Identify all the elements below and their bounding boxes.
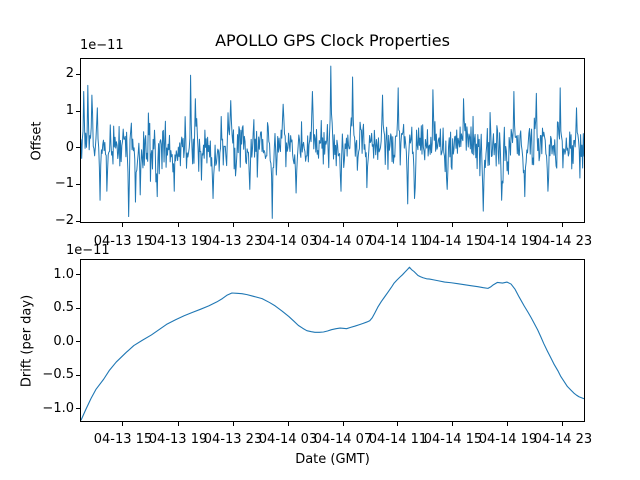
x-tick-mark bbox=[507, 422, 509, 426]
x-tick-label: 04-14 23 bbox=[533, 432, 593, 447]
x-tick-label: 04-14 15 bbox=[423, 234, 483, 249]
x-tick-mark bbox=[232, 223, 234, 227]
y-tick-label: 1.0 bbox=[53, 266, 74, 282]
y-tick-label: −0.5 bbox=[42, 367, 74, 383]
y-tick-mark bbox=[76, 408, 80, 409]
x-axis-label: Date (GMT) bbox=[295, 452, 370, 467]
x-tick-mark bbox=[397, 223, 399, 227]
offset-series-line bbox=[81, 65, 584, 219]
y-tick-label: 0.5 bbox=[53, 300, 74, 316]
x-tick-label: 04-14 07 bbox=[313, 432, 373, 447]
x-tick-label: 04-13 15 bbox=[93, 432, 153, 447]
x-tick-mark bbox=[177, 223, 179, 227]
offset-series-plot bbox=[81, 65, 584, 219]
x-tick-mark bbox=[232, 422, 234, 426]
x-tick-mark bbox=[452, 422, 454, 426]
x-tick-mark bbox=[562, 422, 564, 426]
x-tick-mark bbox=[397, 422, 399, 426]
x-tick-label: 04-14 11 bbox=[368, 234, 428, 249]
y-tick-mark bbox=[76, 183, 80, 185]
x-tick-label: 04-14 03 bbox=[258, 432, 318, 447]
x-tick-label: 04-13 23 bbox=[203, 432, 263, 447]
x-tick-label: 04-13 23 bbox=[203, 234, 263, 249]
y-tick-label: −1.0 bbox=[42, 400, 74, 416]
y-tick-label: 0.0 bbox=[53, 333, 74, 349]
x-tick-mark bbox=[287, 422, 289, 426]
y-tick-label: −2 bbox=[54, 213, 74, 229]
top-axes bbox=[80, 58, 585, 223]
x-tick-mark bbox=[287, 223, 289, 227]
bottom-axis-scale-text: 1e−11 bbox=[66, 243, 110, 258]
x-tick-label: 04-14 19 bbox=[478, 234, 538, 249]
x-tick-mark bbox=[177, 422, 179, 426]
y-tick-mark bbox=[76, 220, 80, 222]
y-tick-label: −1 bbox=[54, 176, 74, 192]
y-tick-mark bbox=[76, 110, 80, 112]
top-axis-scale-text: 1e−11 bbox=[80, 38, 124, 53]
y-tick-mark bbox=[76, 341, 80, 343]
drift-series-plot bbox=[81, 266, 584, 421]
x-tick-mark bbox=[342, 223, 344, 227]
y-tick-label: 2 bbox=[65, 66, 74, 82]
x-tick-label: 04-14 07 bbox=[313, 234, 373, 249]
y-tick-mark bbox=[76, 307, 80, 309]
x-tick-mark bbox=[452, 223, 454, 227]
x-tick-label: 04-13 15 bbox=[93, 234, 153, 249]
x-tick-label: 04-14 23 bbox=[533, 234, 593, 249]
y-tick-label: 1 bbox=[65, 103, 74, 119]
y-tick-mark bbox=[76, 274, 80, 276]
y-tick-mark bbox=[76, 374, 80, 376]
y-tick-label: 0 bbox=[65, 139, 74, 155]
x-tick-label: 04-13 19 bbox=[148, 234, 208, 249]
bottom-axes bbox=[80, 259, 585, 422]
x-tick-mark bbox=[562, 223, 564, 227]
x-tick-label: 04-14 03 bbox=[258, 234, 318, 249]
x-tick-mark bbox=[342, 422, 344, 426]
x-tick-label: 04-14 11 bbox=[368, 432, 428, 447]
x-tick-label: 04-13 19 bbox=[148, 432, 208, 447]
x-tick-label: 04-14 15 bbox=[423, 432, 483, 447]
x-tick-mark bbox=[507, 223, 509, 227]
x-tick-mark bbox=[122, 223, 124, 227]
x-tick-mark bbox=[122, 422, 124, 426]
x-tick-label: 04-14 19 bbox=[478, 432, 538, 447]
y-tick-mark bbox=[76, 73, 80, 75]
y-tick-mark bbox=[76, 147, 80, 149]
drift-series-line bbox=[81, 266, 584, 421]
chart-title: APOLLO GPS Clock Properties bbox=[215, 31, 450, 50]
